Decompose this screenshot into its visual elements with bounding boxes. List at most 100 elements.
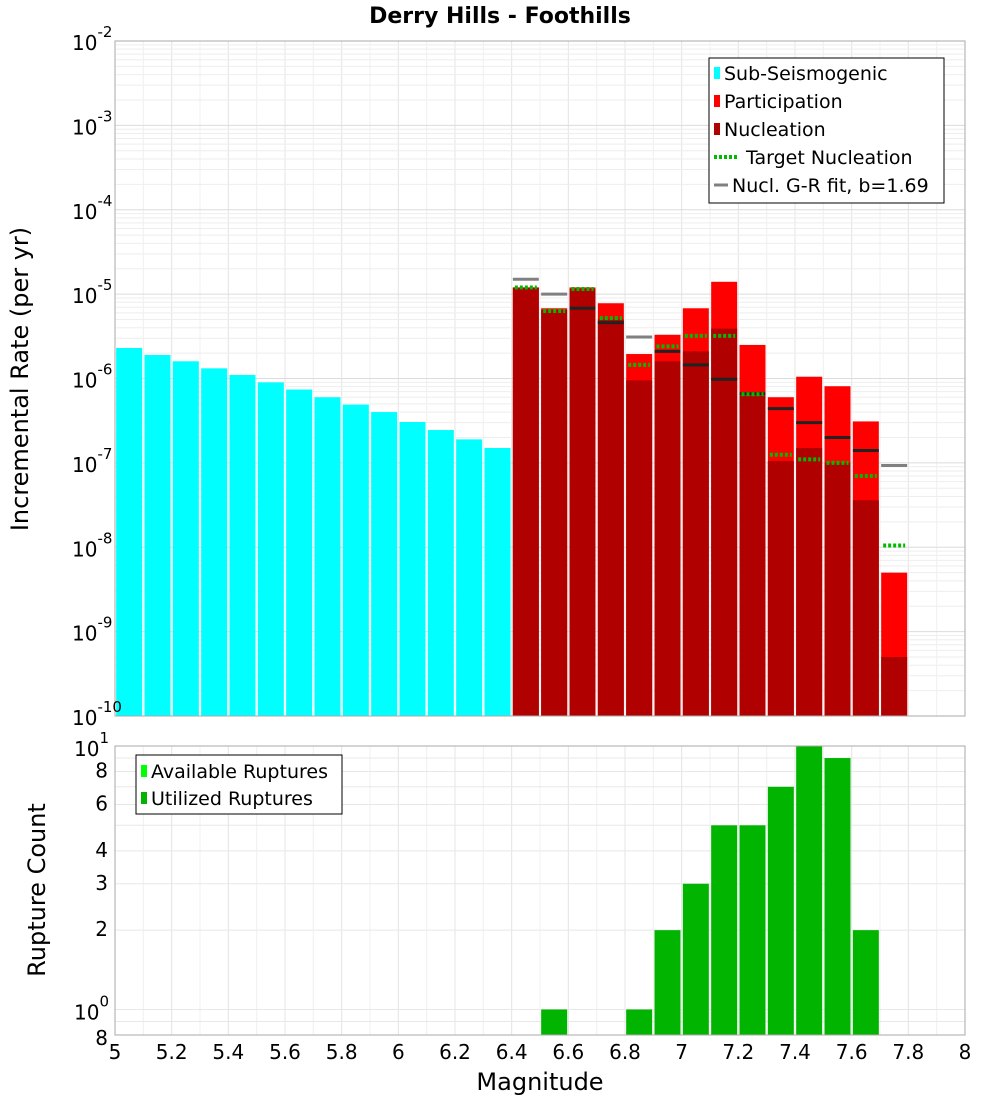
x-tick-label: 5.6 — [269, 1040, 301, 1064]
sub-seismogenic-bar — [314, 397, 341, 716]
bottom-panel-frame — [114, 745, 966, 1036]
utilized-ruptures-bar — [767, 786, 794, 1035]
utilized-ruptures-bar — [541, 1009, 568, 1035]
utilized-ruptures-bar — [626, 1009, 653, 1035]
nucleation-bar — [512, 287, 539, 716]
legend-swatch — [141, 765, 147, 777]
top-y-tick-label: 10-10 — [72, 698, 122, 730]
utilized-ruptures-bar — [654, 930, 681, 1035]
utilized-ruptures-bar — [824, 758, 851, 1035]
legend-label: Participation — [724, 91, 843, 113]
utilized-ruptures-bar — [739, 825, 766, 1035]
top-y-tick-label: 10-2 — [72, 23, 112, 55]
legend-swatch — [714, 67, 720, 79]
utilized-ruptures-bar — [852, 930, 879, 1035]
sub-seismogenic-bar — [257, 382, 284, 716]
bottom-legend: Available Ruptures Utilized Ruptures — [135, 754, 343, 815]
top-y-tick-label: 10-7 — [72, 445, 112, 477]
top-y-tick-label: 10-4 — [72, 192, 112, 224]
x-tick-label: 8 — [959, 1040, 972, 1064]
bottom-panel-x-ticks: 5 5.2 5.4 5.6 5.8 6 6.2 6.4 6.6 6.8 7 7.2 7.4 7.6 7.8 8 — [109, 1040, 972, 1064]
bottom-y-axis-label: Rupture Count — [23, 803, 51, 977]
nucleation-bar — [541, 309, 568, 716]
sub-seismogenic-bar — [201, 368, 228, 716]
sub-seismogenic-bar — [172, 361, 199, 716]
x-tick-label: 5.2 — [156, 1040, 188, 1064]
bottom-y-minor-tick-label: 8 — [95, 759, 108, 783]
x-tick-label: 6.2 — [439, 1040, 471, 1064]
legend-swatch — [714, 123, 720, 135]
top-y-axis-label: Incremental Rate (per yr) — [6, 227, 34, 531]
top-y-tick-label: 10-8 — [72, 529, 112, 561]
sub-seismogenic-bar — [116, 347, 143, 716]
top-panel-marks — [512, 277, 908, 548]
sub-seismogenic-bar — [399, 422, 426, 716]
x-tick-label: 5.8 — [326, 1040, 358, 1064]
legend-label: Utilized Ruptures — [151, 788, 313, 810]
sub-seismogenic-bar — [229, 375, 256, 716]
legend-swatch — [714, 95, 720, 107]
bottom-panel-bars — [541, 746, 879, 1035]
nucleation-bar — [682, 351, 709, 716]
sub-seismogenic-bar — [371, 412, 398, 716]
sub-seismogenic-bar — [484, 448, 511, 716]
sub-seismogenic-bar — [342, 404, 369, 716]
nucleation-bar — [852, 500, 879, 716]
bottom-y-minor-tick-label: 2 — [95, 917, 108, 941]
sub-seismogenic-bar — [456, 439, 483, 716]
nucleation-bar — [654, 361, 681, 716]
x-tick-label: 7.8 — [892, 1040, 924, 1064]
top-panel-y-ticks: 10-10 10-9 10-8 10-7 10-6 10-5 10-4 10-3 10-2 — [72, 23, 122, 730]
nucleation-bar — [597, 319, 624, 716]
x-tick-label: 6.4 — [496, 1040, 528, 1064]
utilized-ruptures-bar — [682, 883, 709, 1035]
x-tick-label: 6.6 — [552, 1040, 584, 1064]
nucleation-bar — [796, 448, 823, 716]
nucleation-bar — [569, 289, 596, 716]
x-tick-label: 5.4 — [212, 1040, 244, 1064]
nucleation-bar — [767, 461, 794, 716]
x-tick-label: 7.6 — [836, 1040, 868, 1064]
x-tick-label: 6 — [392, 1040, 405, 1064]
bottom-y-minor-tick-label: 8 — [95, 1026, 108, 1050]
sub-seismogenic-bar — [427, 430, 454, 716]
utilized-ruptures-bar — [796, 746, 823, 1035]
sub-seismogenic-bar — [286, 389, 313, 716]
bottom-y-tick-label: 101 — [74, 729, 109, 761]
x-tick-label: 7.4 — [779, 1040, 811, 1064]
legend-label: Available Ruptures — [151, 761, 328, 783]
legend-label: Nucleation — [724, 119, 826, 141]
nucleation-bar — [881, 657, 908, 716]
chart-title: Derry Hills - Foothills — [369, 4, 631, 29]
top-panel-bars — [116, 281, 908, 716]
x-tick-label: 7 — [675, 1040, 688, 1064]
bottom-legend-box — [135, 754, 343, 815]
top-y-tick-label: 10-3 — [72, 107, 112, 139]
bottom-y-minor-tick-label: 6 — [95, 791, 108, 815]
bottom-y-minor-tick-label: 3 — [95, 871, 108, 895]
legend-label: Sub-Seismogenic — [724, 63, 888, 85]
top-y-tick-label: 10-5 — [72, 276, 112, 308]
nucleation-bar — [626, 380, 653, 716]
utilized-ruptures-bar — [711, 825, 738, 1035]
legend-label: Target Nucleation — [745, 147, 913, 169]
top-legend: Sub-Seismogenic Participation Nucleation Ta… — [708, 57, 945, 204]
legend-label: Nucl. G-R fit, b=1.69 — [732, 175, 929, 197]
bottom-y-tick-label: 100 — [74, 992, 109, 1024]
bottom-y-minor-tick-label: 4 — [95, 838, 108, 862]
top-legend-box — [708, 57, 945, 204]
sub-seismogenic-bar — [144, 354, 171, 716]
x-tick-label: 6.8 — [609, 1040, 641, 1064]
nucleation-bar — [711, 328, 738, 716]
x-tick-label: 5 — [109, 1040, 122, 1064]
x-tick-label: 7.2 — [722, 1040, 754, 1064]
top-y-tick-label: 10-9 — [72, 614, 112, 646]
x-axis-label: Magnitude — [476, 1068, 603, 1096]
top-panel-frame — [114, 40, 966, 717]
nucleation-bar — [739, 396, 766, 716]
legend-swatch — [141, 792, 147, 804]
top-y-tick-label: 10-6 — [72, 361, 112, 393]
nucleation-bar — [824, 462, 851, 716]
